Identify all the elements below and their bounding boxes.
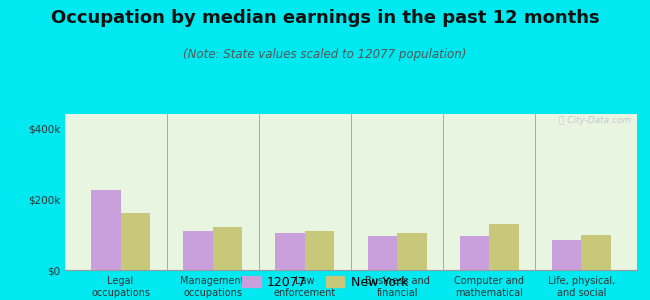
Bar bbox=[368, 236, 397, 270]
Bar bbox=[305, 231, 334, 270]
Bar bbox=[489, 224, 519, 270]
Text: Occupation by median earnings in the past 12 months: Occupation by median earnings in the pas… bbox=[51, 9, 599, 27]
Text: (Note: State values scaled to 12077 population): (Note: State values scaled to 12077 popu… bbox=[183, 48, 467, 61]
Text: ⓘ City-Data.com: ⓘ City-Data.com bbox=[559, 116, 631, 124]
Bar bbox=[397, 233, 426, 270]
Bar bbox=[552, 240, 582, 270]
Bar bbox=[213, 227, 242, 270]
Bar bbox=[120, 213, 150, 270]
Bar bbox=[460, 236, 489, 270]
Bar bbox=[582, 235, 611, 270]
Bar bbox=[183, 231, 213, 270]
Bar bbox=[91, 190, 120, 270]
Bar bbox=[276, 233, 305, 270]
Legend: 12077, New York: 12077, New York bbox=[237, 271, 413, 294]
